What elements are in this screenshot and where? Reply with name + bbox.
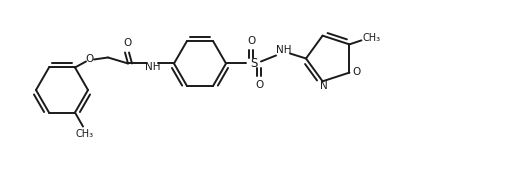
Text: NH: NH bbox=[145, 62, 161, 73]
Text: O: O bbox=[123, 39, 131, 49]
Text: S: S bbox=[250, 57, 258, 70]
Text: O: O bbox=[247, 36, 255, 46]
Text: O: O bbox=[255, 80, 263, 90]
Text: N: N bbox=[320, 81, 328, 91]
Text: CH₃: CH₃ bbox=[362, 33, 380, 43]
Text: O: O bbox=[86, 55, 94, 64]
Text: CH₃: CH₃ bbox=[76, 129, 94, 139]
Text: NH: NH bbox=[276, 45, 292, 55]
Text: O: O bbox=[352, 67, 360, 77]
